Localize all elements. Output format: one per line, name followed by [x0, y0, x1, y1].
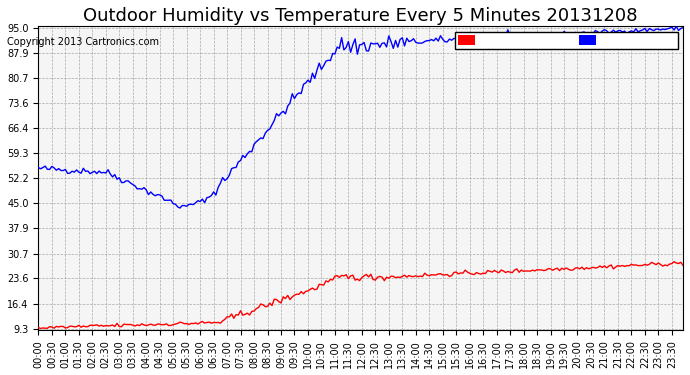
Title: Outdoor Humidity vs Temperature Every 5 Minutes 20131208: Outdoor Humidity vs Temperature Every 5 …: [83, 7, 638, 25]
Text: Copyright 2013 Cartronics.com: Copyright 2013 Cartronics.com: [7, 37, 159, 47]
Legend: Temperature (°F), Humidity (%): Temperature (°F), Humidity (%): [455, 32, 678, 50]
